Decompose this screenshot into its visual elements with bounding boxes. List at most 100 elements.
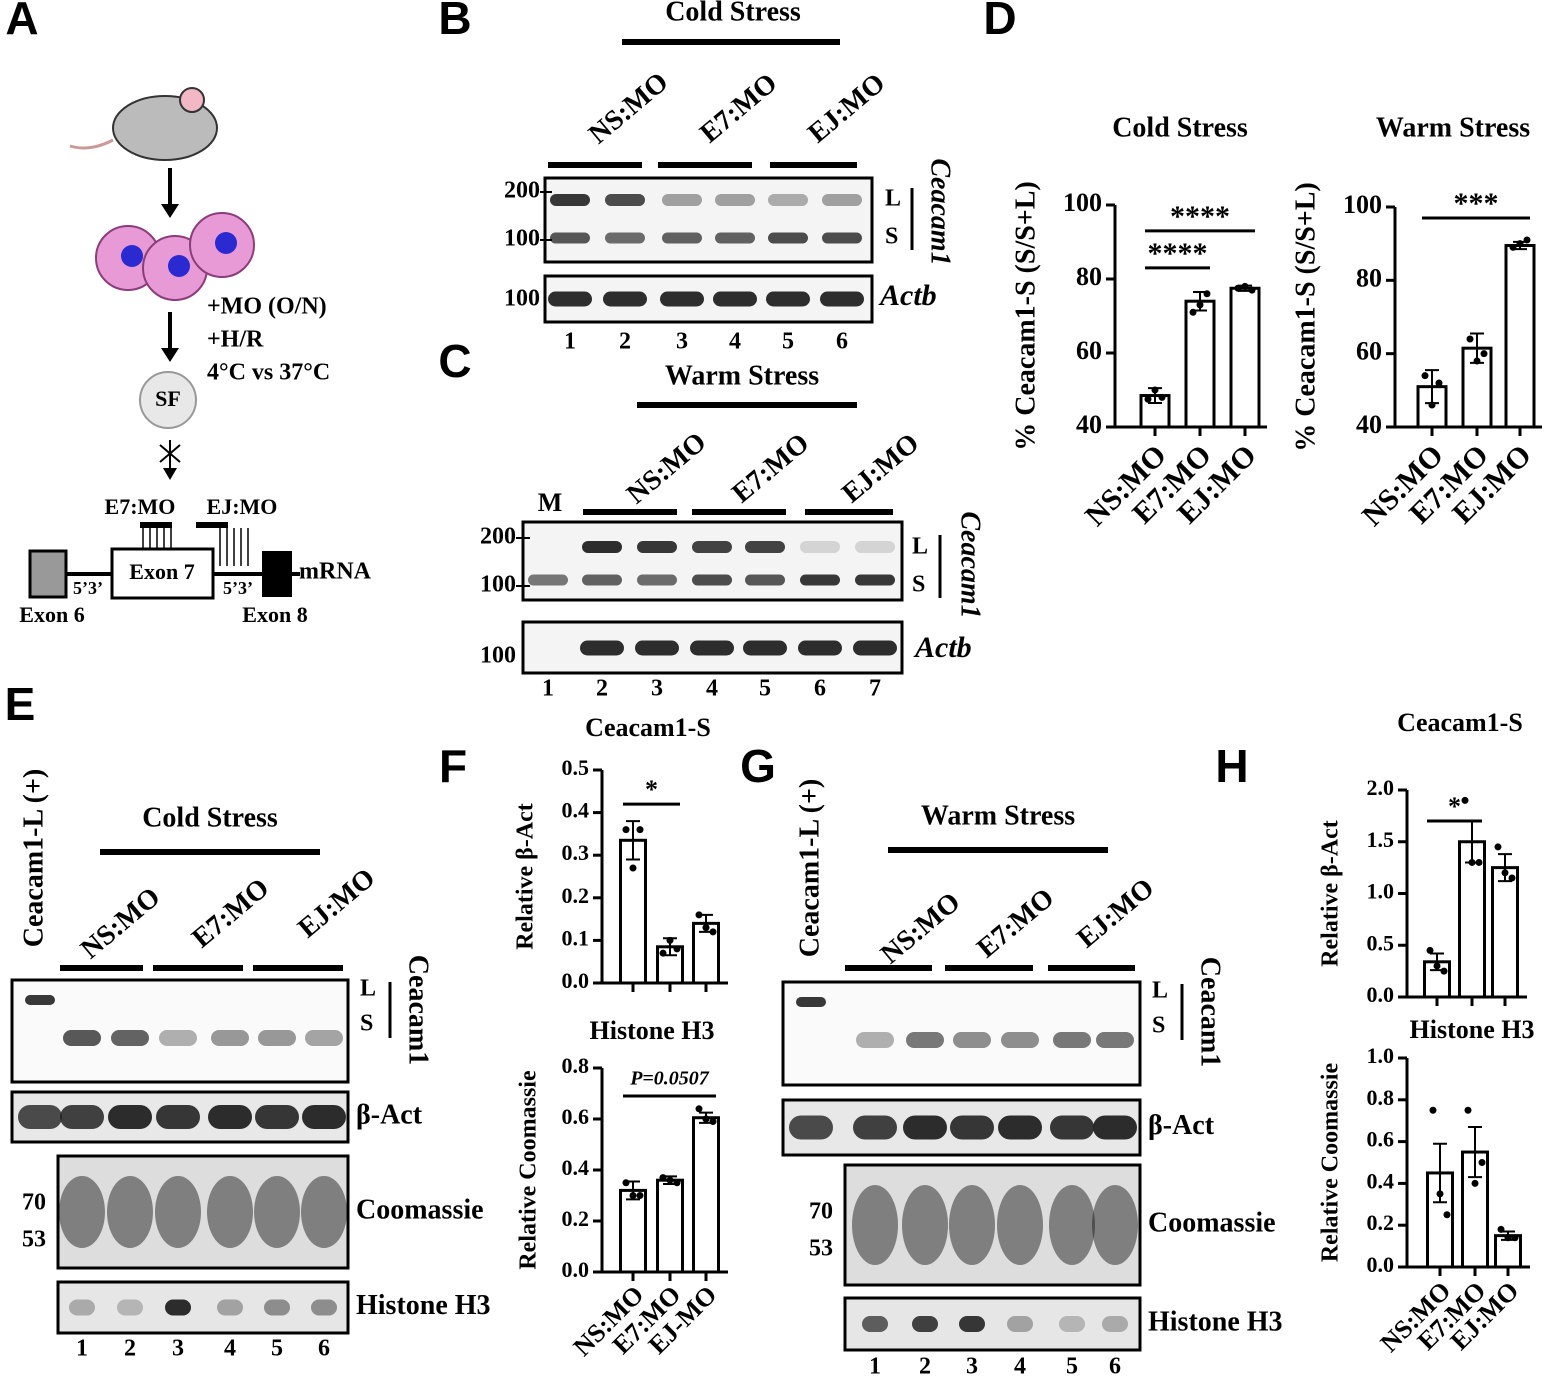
group-label: NS:MO [621, 427, 712, 511]
lane-number: 4 [1014, 1354, 1026, 1380]
group-label: NS:MO [583, 67, 674, 151]
band [580, 640, 624, 656]
morpholino [140, 522, 172, 528]
band [208, 1105, 252, 1129]
gel-title: Warm Stress [665, 360, 819, 391]
data-point [1461, 796, 1469, 804]
band [745, 574, 785, 586]
exon-label: Exon 7 [129, 559, 194, 584]
lane-number: 3 [676, 329, 688, 355]
band [768, 194, 808, 206]
nucleus [168, 255, 190, 277]
band [155, 1176, 201, 1248]
data-point [1144, 395, 1152, 403]
band [822, 232, 862, 244]
lane-number: 5 [759, 676, 771, 702]
data-point [1508, 874, 1516, 882]
band [1092, 1185, 1138, 1265]
data-point [1234, 284, 1242, 292]
band [800, 541, 840, 553]
y-axis-label: Relative β-Act [1318, 820, 1344, 967]
band [59, 1176, 105, 1248]
band [637, 574, 677, 586]
group-label: NS:MO [75, 882, 166, 966]
gel [543, 274, 874, 324]
bar [619, 838, 647, 985]
band-label: L [885, 186, 901, 212]
band [311, 1299, 337, 1316]
lane-number: 4 [729, 329, 741, 355]
y-tick-label: 0.5 [562, 755, 590, 780]
band [853, 640, 897, 656]
band [156, 1105, 200, 1129]
band [550, 194, 590, 206]
panel-letter: G [740, 740, 776, 792]
band [1050, 1115, 1094, 1140]
panel-letter: B [438, 0, 471, 44]
band [789, 1115, 833, 1140]
bar [1184, 299, 1216, 429]
band [211, 1030, 249, 1046]
group-label: E7:MO [726, 428, 815, 510]
y-tick-label: 0.0 [1367, 982, 1395, 1007]
band [582, 574, 622, 586]
y-tick-label: 0.2 [1367, 1210, 1395, 1235]
y-tick-label: 40 [1076, 410, 1102, 439]
band [853, 1115, 897, 1140]
band [1049, 1185, 1095, 1265]
band [855, 541, 895, 553]
y-tick-label: 0.2 [562, 1206, 590, 1231]
band [63, 1030, 101, 1046]
panel-letter: C [438, 335, 471, 387]
group-label: NS:MO [875, 887, 966, 971]
y-tick-label: 0.8 [1367, 1085, 1395, 1110]
marker-label: 100 [480, 572, 516, 598]
data-point [1464, 1106, 1472, 1114]
band-label: S [912, 572, 925, 598]
bar [656, 1178, 684, 1274]
gel-title: Cold Stress [142, 802, 278, 833]
marker-label: 200 [480, 524, 516, 550]
y-tick-label: 1.0 [1367, 879, 1395, 904]
lane-number: 1 [869, 1354, 881, 1380]
data-point [622, 1179, 630, 1187]
marker-label: 100 [504, 226, 540, 252]
arrow-head [161, 204, 179, 218]
lane-number: 6 [318, 1336, 330, 1362]
exon-box [28, 549, 68, 599]
data-point [695, 911, 703, 919]
y-axis-label: Relative Coomassie [516, 1070, 542, 1270]
step-text: 4°C vs 37°C [207, 360, 330, 386]
band [301, 1176, 347, 1248]
band-label: L [912, 534, 928, 560]
panel-letter: E [5, 678, 36, 730]
marker-label: 100 [504, 286, 540, 312]
chart-title: Histone H3 [590, 1016, 715, 1045]
band [528, 574, 568, 586]
bar [1458, 840, 1486, 999]
arrow-head [161, 348, 179, 362]
band [800, 574, 840, 586]
gene-label: Ceacam1 [403, 955, 434, 1065]
data-point [1478, 1159, 1486, 1166]
gene-label: Ceacam1 [925, 158, 956, 265]
data-point [1151, 386, 1159, 394]
band [1001, 1032, 1039, 1048]
error-bar [626, 820, 640, 861]
band [903, 1115, 947, 1140]
y-tick-label: 0.0 [1367, 1252, 1395, 1277]
mo-label: EJ:MO [207, 494, 278, 519]
y-tick-label: 0.8 [562, 1053, 590, 1078]
band [798, 640, 842, 656]
y-axis-label: Relative β-Act [513, 803, 539, 950]
y-tick-label: 2.0 [1367, 775, 1395, 800]
mouse-ear [179, 87, 205, 113]
exon-box [262, 551, 292, 597]
data-point [636, 826, 644, 834]
band [255, 1105, 299, 1129]
y-tick-label: 0.0 [562, 968, 590, 993]
band [959, 1316, 985, 1332]
band [217, 1299, 243, 1316]
gene-label: Ceacam1 [1195, 957, 1226, 1067]
band [690, 640, 734, 656]
